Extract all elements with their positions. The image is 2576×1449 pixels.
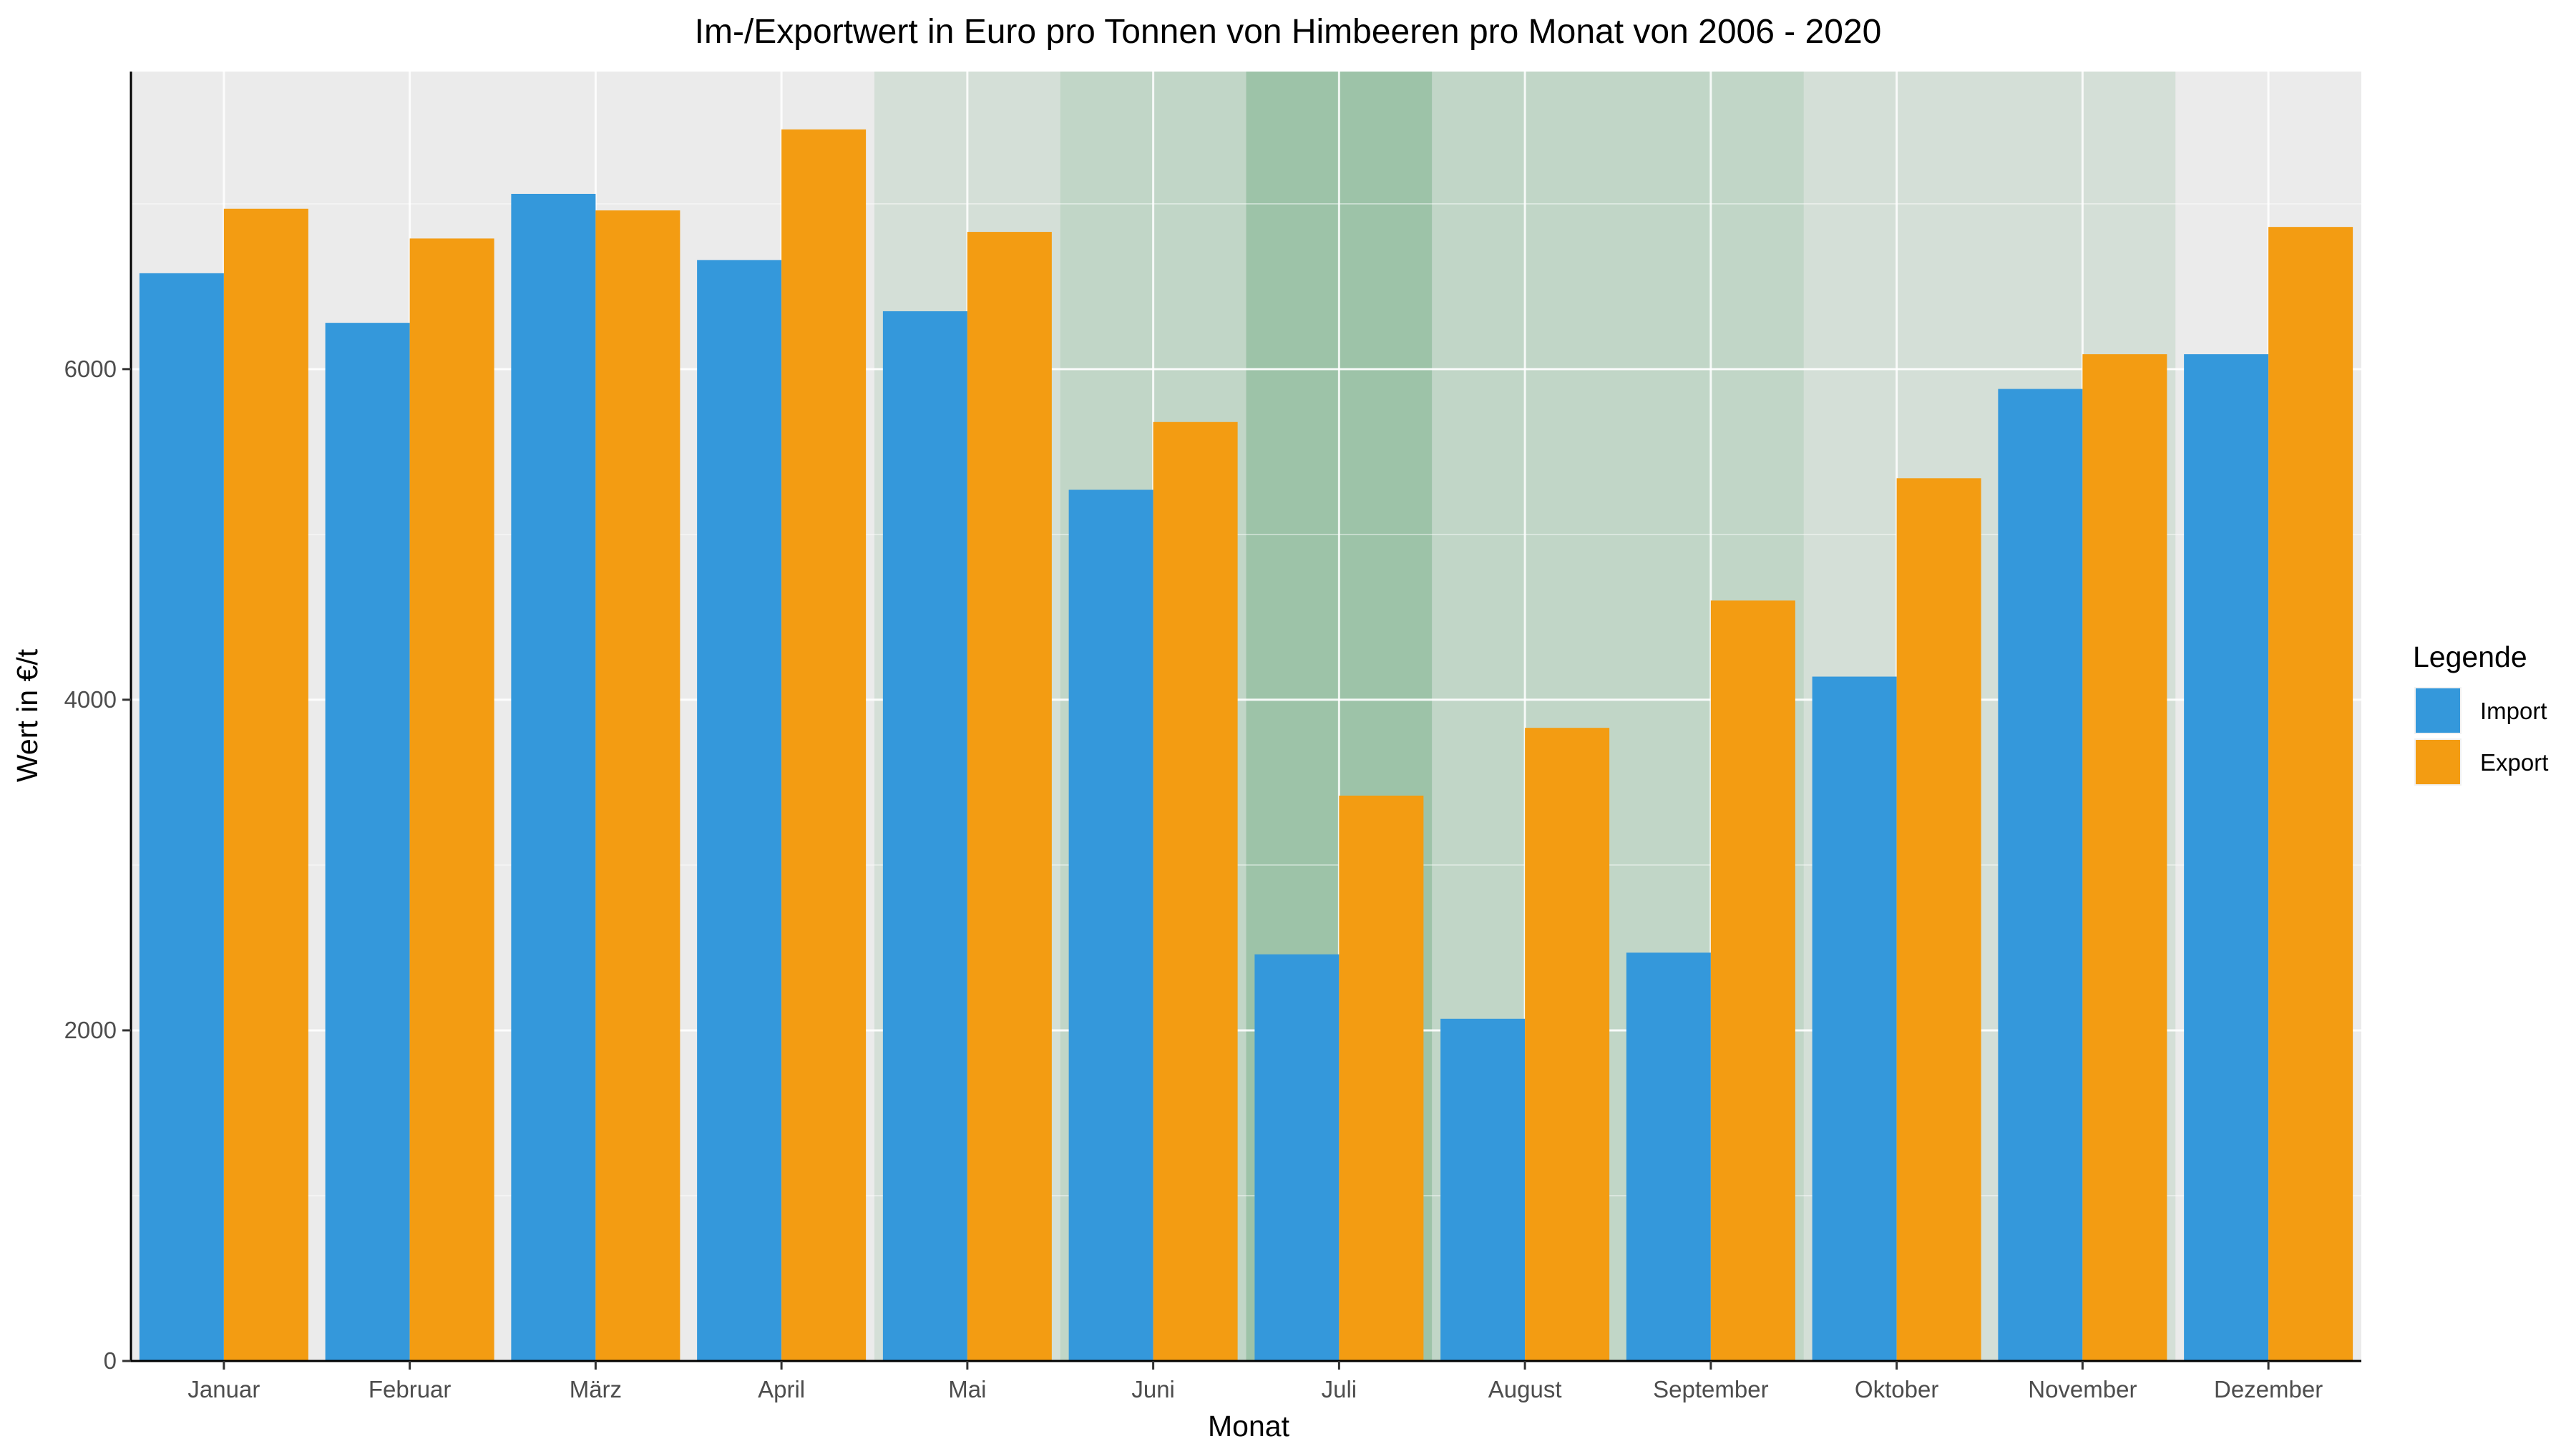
bar-import-oktober[interactable] [1812,676,1897,1361]
bar-import-september[interactable] [1626,952,1711,1361]
x-tick-label-oktober: Oktober [1855,1376,1938,1402]
bar-export-september[interactable] [1710,600,1795,1362]
x-tick-label-mai: Mai [948,1376,986,1402]
y-tick-label: 2000 [64,1017,117,1043]
legend-key-export[interactable] [2416,740,2460,784]
bar-export-juli[interactable] [1339,795,1424,1361]
y-tick-label: 6000 [64,356,117,382]
x-tick-label-dezember: Dezember [2214,1376,2323,1402]
legend-label-import: Import [2480,698,2547,724]
plot-area: 0 2000 4000 6000 Januar Februar März April Mai Ju… [64,72,2361,1402]
x-tick-label-januar: Januar [187,1376,260,1402]
x-tick-label-august: August [1488,1376,1562,1402]
x-axis-title: Monat [1208,1410,1290,1443]
legend-label-export: Export [2480,749,2548,776]
legend-key-import[interactable] [2416,688,2460,733]
bar-import-dezember[interactable] [2184,354,2269,1361]
bar-export-januar[interactable] [223,208,308,1362]
bar-export-juni[interactable] [1153,421,1238,1361]
legend-title: Legende [2413,640,2527,673]
x-tick-label-april: April [758,1376,805,1402]
bar-import-januar[interactable] [139,273,224,1361]
bar-export-märz[interactable] [595,210,680,1361]
bar-import-april[interactable] [697,260,782,1361]
y-tick-label: 0 [104,1347,117,1374]
bar-import-november[interactable] [1998,389,2083,1361]
bar-export-november[interactable] [2082,354,2167,1361]
chart-title: Im-/Exportwert in Euro pro Tonnen von Hi… [695,13,1882,51]
bar-import-juni[interactable] [1068,489,1153,1361]
x-tick-label-februar: Februar [369,1376,452,1402]
y-axis-title: Wert in €/t [11,648,44,782]
x-tick-label-juli: Juli [1322,1376,1357,1402]
bar-export-februar[interactable] [409,238,494,1361]
bar-import-mai[interactable] [882,311,967,1361]
bar-export-april[interactable] [781,129,867,1361]
bar-export-august[interactable] [1525,728,1610,1361]
bar-import-februar[interactable] [325,323,410,1362]
legend: Import Export [2414,687,2548,786]
y-tick-label: 4000 [64,686,117,713]
bar-export-mai[interactable] [967,232,1052,1362]
bar-import-märz[interactable] [511,193,596,1361]
bars [139,129,2353,1362]
bar-export-oktober[interactable] [1896,478,1981,1362]
bar-import-august[interactable] [1440,1018,1526,1361]
x-tick-label-september: September [1653,1376,1768,1402]
x-tick-label-november: November [2028,1376,2137,1402]
bar-import-juli[interactable] [1254,954,1340,1361]
bar-export-dezember[interactable] [2268,227,2353,1362]
x-tick-label-juni: Juni [1131,1376,1175,1402]
x-tick-label-märz: März [570,1376,622,1402]
